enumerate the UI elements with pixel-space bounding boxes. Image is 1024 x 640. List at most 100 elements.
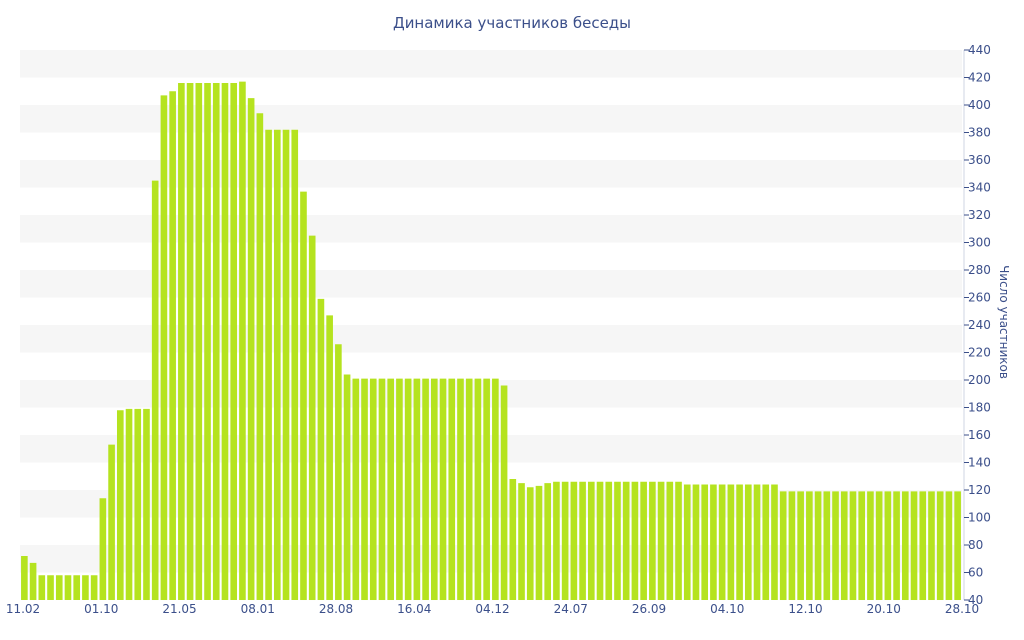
bar — [387, 378, 395, 601]
bar — [762, 484, 770, 600]
bar — [116, 410, 124, 600]
bar — [858, 491, 866, 601]
grid-band — [20, 325, 962, 353]
bar — [125, 408, 133, 601]
bar — [631, 481, 639, 600]
x-tick-label: 20.10 — [867, 602, 901, 616]
grid-band — [20, 270, 962, 298]
x-tick-label: 04.12 — [475, 602, 509, 616]
bar — [753, 484, 761, 600]
bar — [901, 491, 909, 601]
bar — [744, 484, 752, 600]
bar — [169, 91, 176, 600]
y-tick-label: 440 — [968, 43, 991, 57]
bar — [308, 235, 316, 601]
bar — [736, 484, 743, 600]
y-tick-label: 200 — [968, 373, 991, 387]
bar — [727, 484, 735, 600]
bar — [893, 491, 900, 601]
bar — [500, 385, 508, 600]
bar — [82, 575, 89, 600]
bar — [317, 298, 325, 601]
bar — [143, 408, 150, 601]
bar — [291, 129, 299, 600]
y-tick-label: 220 — [968, 346, 991, 360]
grid-band — [20, 215, 962, 243]
y-axis-ticks: 40 60 80 100 120 140 160 180 200 220 240 260 280 300 3… — [963, 43, 991, 607]
y-tick-label: 420 — [968, 71, 991, 85]
bar — [710, 484, 717, 600]
bar — [300, 191, 307, 601]
y-tick-label: 240 — [968, 318, 991, 332]
bar — [596, 481, 604, 600]
y-tick-label: 400 — [968, 98, 991, 112]
bar — [326, 315, 333, 601]
bar — [151, 180, 159, 601]
bar — [335, 344, 342, 600]
bar — [457, 378, 464, 601]
grid-band — [20, 160, 962, 188]
bar — [247, 98, 255, 601]
bar — [526, 487, 534, 600]
bar — [29, 562, 37, 601]
bar — [413, 378, 421, 601]
bar — [465, 378, 473, 601]
bar — [806, 491, 813, 601]
y-axis-label: Число участников — [997, 265, 1011, 379]
bar — [701, 484, 709, 600]
bar — [518, 483, 525, 601]
bar — [265, 129, 272, 600]
y-tick-label: 180 — [968, 401, 991, 415]
bar — [186, 83, 194, 600]
x-tick-label: 12.10 — [788, 602, 822, 616]
bar — [779, 491, 787, 601]
bar — [587, 481, 595, 600]
bar — [657, 481, 665, 600]
bar — [21, 556, 28, 600]
bar — [178, 83, 185, 600]
x-tick-label: 01.10 — [84, 602, 118, 616]
bar — [910, 491, 918, 601]
bar — [422, 378, 429, 601]
y-tick-label: 120 — [968, 483, 991, 497]
bar — [221, 83, 229, 600]
y-tick-label: 340 — [968, 181, 991, 195]
bar — [378, 378, 386, 601]
y-tick-label: 160 — [968, 428, 991, 442]
chart-title: Динамика участников беседы — [393, 14, 631, 32]
bar — [160, 95, 168, 601]
x-tick-label: 21.05 — [162, 602, 196, 616]
y-tick-label: 380 — [968, 126, 991, 140]
y-tick-label: 280 — [968, 263, 991, 277]
bar — [561, 481, 569, 600]
bar — [212, 83, 220, 600]
x-tick-label: 11.02 — [6, 602, 40, 616]
bar — [195, 83, 203, 600]
bar — [256, 113, 264, 600]
bar — [64, 575, 72, 600]
bar — [369, 378, 377, 601]
bar — [396, 378, 403, 601]
bar — [73, 575, 81, 600]
y-tick-label: 40 — [968, 593, 983, 607]
bar — [55, 575, 63, 600]
bar — [474, 378, 482, 601]
bar — [134, 408, 142, 601]
bar — [352, 378, 360, 601]
x-tick-label: 16.04 — [397, 602, 431, 616]
grid-band — [20, 435, 962, 463]
y-tick-label: 80 — [968, 538, 983, 552]
y-tick-label: 260 — [968, 291, 991, 305]
bar — [640, 481, 647, 600]
bar — [718, 484, 726, 600]
bars — [21, 81, 961, 601]
bar — [919, 491, 927, 601]
x-tick-label: 26.09 — [632, 602, 666, 616]
y-tick-label: 300 — [968, 236, 991, 250]
bar — [666, 481, 674, 600]
bar — [361, 378, 368, 601]
bar — [649, 481, 656, 600]
bar — [38, 575, 46, 600]
bar — [954, 491, 961, 601]
